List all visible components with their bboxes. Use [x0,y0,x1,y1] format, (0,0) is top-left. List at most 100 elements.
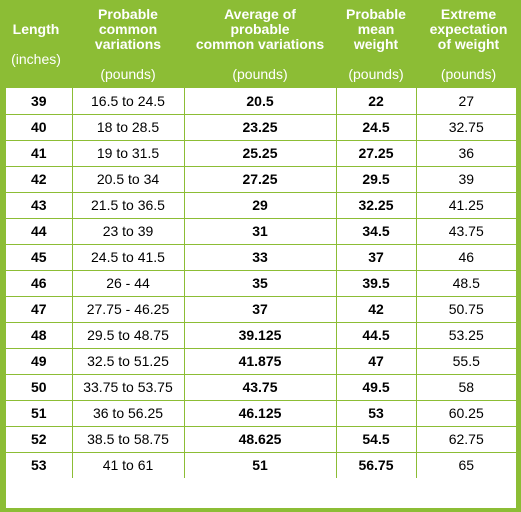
header-variations-title: Probable common variations [94,5,162,52]
header-length: Length (inches) [0,0,72,88]
cell-extreme: 58 [416,374,516,401]
cell-average: 48.625 [184,426,337,453]
header-length-unit: (inches) [11,50,61,67]
cell-length: 48 [6,322,73,349]
cell-length: 52 [6,426,73,453]
cell-mean: 54.5 [336,426,417,453]
cell-mean: 34.5 [336,218,417,245]
cell-average: 37 [184,296,337,323]
cell-length: 45 [6,244,73,271]
header-extreme-unit: (pounds) [440,65,497,82]
weight-table: 39 16.5 to 24.5 20.5 22 27 40 18 to 28.5 23.25 2… [6,88,516,478]
cell-extreme: 55.5 [416,348,516,375]
cell-extreme: 41.25 [416,192,516,219]
cell-extreme: 62.75 [416,426,516,453]
cell-mean: 44.5 [336,322,417,349]
cell-length: 47 [6,296,73,323]
cell-extreme: 53.25 [416,322,516,349]
table-row: 50 33.75 to 53.75 43.75 49.5 58 [6,374,516,401]
cell-length: 40 [6,114,73,141]
table-row: 40 18 to 28.5 23.25 24.5 32.75 [6,114,516,141]
cell-variations: 23 to 39 [72,218,185,245]
cell-length: 46 [6,270,73,297]
cell-variations: 16.5 to 24.5 [72,88,185,115]
table-row: 43 21.5 to 36.5 29 32.25 41.25 [6,192,516,219]
table-row: 49 32.5 to 51.25 41.875 47 55.5 [6,348,516,375]
cell-extreme: 48.5 [416,270,516,297]
header-average-title: Average of probable common variations [195,5,325,52]
header-mean: Probable mean weight (pounds) [336,0,416,88]
cell-average: 35 [184,270,337,297]
cell-length: 39 [6,88,73,115]
cell-mean: 27.25 [336,140,417,167]
header-extreme: Extreme expectation of weight (pounds) [416,0,521,88]
cell-length: 49 [6,348,73,375]
cell-variations: 36 to 56.25 [72,400,185,427]
cell-variations: 33.75 to 53.75 [72,374,185,401]
table-row: 52 38.5 to 58.75 48.625 54.5 62.75 [6,426,516,453]
cell-extreme: 60.25 [416,400,516,427]
cell-variations: 20.5 to 34 [72,166,185,193]
table-row: 46 26 - 44 35 39.5 48.5 [6,270,516,297]
cell-average: 29 [184,192,337,219]
cell-variations: 21.5 to 36.5 [72,192,185,219]
table-row: 51 36 to 56.25 46.125 53 60.25 [6,400,516,427]
header-average: Average of probable common variations (p… [184,0,336,88]
table-row: 53 41 to 61 51 56.75 65 [6,452,516,478]
cell-average: 39.125 [184,322,337,349]
cell-extreme: 39 [416,166,516,193]
cell-length: 53 [6,452,73,478]
table-row: 41 19 to 31.5 25.25 27.25 36 [6,140,516,167]
table-row: 44 23 to 39 31 34.5 43.75 [6,218,516,245]
cell-mean: 37 [336,244,417,271]
cell-mean: 42 [336,296,417,323]
cell-mean: 29.5 [336,166,417,193]
cell-extreme: 43.75 [416,218,516,245]
cell-average: 27.25 [184,166,337,193]
cell-mean: 22 [336,88,417,115]
cell-extreme: 46 [416,244,516,271]
cell-extreme: 65 [458,457,475,474]
cell-variations: 26 - 44 [72,270,185,297]
cell-variations: 41 to 61 [72,452,185,478]
table-row: 42 20.5 to 34 27.25 29.5 39 [6,166,516,193]
cell-mean: 39.5 [336,270,417,297]
cell-average: 41.875 [184,348,337,375]
cell-average: 31 [184,218,337,245]
header-variations-unit: (pounds) [100,65,156,82]
cell-mean: 32.25 [336,192,417,219]
cell-variations: 29.5 to 48.75 [72,322,185,349]
table-row: 39 16.5 to 24.5 20.5 22 27 [6,88,516,115]
cell-mean: 56.75 [336,452,417,478]
table-body: 39 16.5 to 24.5 20.5 22 27 40 18 to 28.5 23.25 2… [6,88,516,508]
cell-length: 44 [6,218,73,245]
header-length-title: Length [12,20,60,37]
cell-variations: 27.75 - 46.25 [72,296,185,323]
cell-mean: 24.5 [336,114,417,141]
cell-average: 20.5 [184,88,337,115]
cell-mean: 47 [336,348,417,375]
cell-average: 25.25 [184,140,337,167]
cell-length: 50 [6,374,73,401]
cell-extreme: 50.75 [416,296,516,323]
table-row: 48 29.5 to 48.75 39.125 44.5 53.25 [6,322,516,349]
table-header: Length (inches) Probable common variatio… [0,0,521,88]
cell-variations: 18 to 28.5 [72,114,185,141]
cell-average: 46.125 [184,400,337,427]
cell-variations: 19 to 31.5 [72,140,185,167]
cell-variations: 24.5 to 41.5 [72,244,185,271]
header-average-unit: (pounds) [232,65,288,82]
cell-average: 51 [184,452,337,478]
table-row: 47 27.75 - 46.25 37 42 50.75 [6,296,516,323]
header-variations: Probable common variations (pounds) [72,0,184,88]
cell-extreme: 32.75 [416,114,516,141]
cell-length: 42 [6,166,73,193]
cell-variations: 38.5 to 58.75 [72,426,185,453]
header-mean-title: Probable mean weight [346,5,406,52]
cell-average: 23.25 [184,114,337,141]
cell-mean: 49.5 [336,374,417,401]
cell-length: 41 [6,140,73,167]
cell-length: 51 [6,400,73,427]
table-row: 45 24.5 to 41.5 33 37 46 [6,244,516,271]
